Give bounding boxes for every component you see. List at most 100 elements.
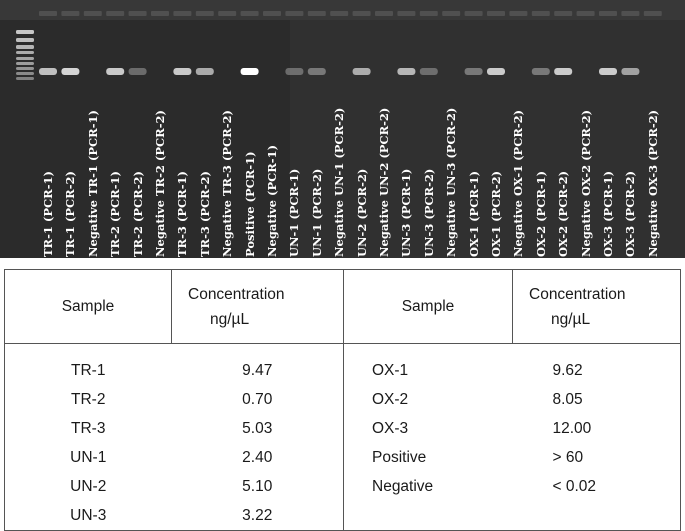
lane-label: OX-3 (PCR-2)	[623, 170, 638, 257]
sample-cell: Negative	[372, 477, 434, 495]
lane-label: UN-3 (PCR-2)	[421, 168, 436, 257]
gel-well	[352, 11, 371, 16]
gel-well	[509, 11, 528, 16]
gel-well	[39, 11, 57, 16]
concentration-cell: 2.40	[171, 443, 344, 472]
table-row: UN-2 5.10 Negative < 0.02	[5, 472, 681, 501]
gel-well	[83, 11, 102, 16]
gel-well	[330, 11, 349, 16]
gel-wells	[39, 11, 662, 16]
lane-label: UN-1 (PCR-2)	[309, 168, 324, 257]
concentration-cell: 3.22	[171, 501, 344, 531]
sample-cell	[344, 501, 513, 531]
gel-wells-strip	[0, 0, 685, 20]
gel-band	[531, 68, 550, 75]
lane-label: Negative OX-2 (PCR-2)	[578, 109, 593, 257]
gel-well	[464, 11, 483, 16]
gel-well	[106, 11, 125, 16]
concentration-cell: 5.03	[171, 414, 344, 443]
gel-bands	[39, 68, 640, 75]
gel-band	[554, 68, 573, 75]
gel-well	[263, 11, 281, 16]
gel-well	[218, 11, 237, 16]
lane-label: TR-2 (PCR-2)	[130, 171, 145, 257]
gel-band	[464, 68, 483, 75]
lane-label: TR-3 (PCR-2)	[197, 171, 212, 257]
table-header-row: Sample Concentration ng/µL Sample Concent…	[4, 269, 681, 344]
gel-well	[375, 11, 393, 16]
gel-band	[173, 68, 192, 75]
dna-ladder	[16, 30, 34, 80]
ladder-band	[16, 62, 34, 65]
ladder-band	[16, 67, 34, 70]
sample-cell: OX-2	[372, 390, 409, 408]
concentration-table: Sample Concentration ng/µL Sample Concent…	[4, 269, 681, 531]
sample-cell: Positive	[372, 448, 427, 466]
gel-well	[643, 11, 662, 16]
gel-well	[151, 11, 169, 16]
lane-label: UN-2 (PCR-2)	[354, 168, 369, 257]
sample-cell: OX-1	[372, 361, 409, 379]
gel-well	[173, 11, 192, 16]
gel-panel-right	[290, 0, 685, 258]
gel-electrophoresis-image	[0, 0, 685, 258]
gel-band	[599, 68, 617, 75]
gel-well	[285, 11, 304, 16]
gel-band	[39, 68, 57, 75]
lane-label: Positive (PCR-1)	[242, 151, 257, 257]
gel-well	[531, 11, 550, 16]
lane-label: OX-3 (PCR-1)	[601, 170, 615, 257]
gel-well	[419, 11, 438, 16]
sample-cell: TR-1	[71, 361, 106, 379]
sample-cell: TR-2	[71, 390, 106, 408]
concentration-cell: 5.10	[171, 472, 344, 501]
gel-well	[599, 11, 617, 16]
gel-well	[442, 11, 461, 16]
gel-band	[285, 68, 304, 75]
lane-label: UN-3 (PCR-1)	[399, 168, 414, 257]
ladder-band	[16, 30, 34, 34]
gel-well	[554, 11, 573, 16]
gel-well	[307, 11, 326, 16]
concentration-cell: < 0.02	[552, 477, 597, 495]
ladder-band	[16, 38, 34, 42]
gel-band	[419, 68, 438, 75]
gel-well	[195, 11, 214, 16]
lane-label: OX-1 (PCR-1)	[466, 170, 481, 257]
lane-label: Negative (PCR-1)	[265, 144, 279, 257]
sample-cell: TR-3	[71, 419, 106, 437]
lane-label: Negative TR-2 (PCR-2)	[153, 110, 167, 257]
gel-well	[487, 11, 505, 16]
concentration-cell: 9.47	[171, 343, 344, 385]
table-row: UN-3 3.22	[5, 501, 681, 531]
header-concentration-right: Concentration ng/µL	[512, 269, 681, 344]
concentration-cell: > 60	[552, 448, 584, 466]
gel-band	[487, 68, 505, 75]
lane-label: OX-2 (PCR-2)	[556, 170, 571, 257]
gel-band	[106, 68, 125, 75]
concentration-cell: 9.62	[552, 361, 583, 379]
sample-cell: OX-3	[372, 419, 409, 437]
concentration-cell: 8.05	[552, 390, 583, 408]
lane-label: Negative UN-2 (PCR-2)	[377, 107, 391, 257]
header-sample-left: Sample	[4, 269, 172, 344]
gel-well	[128, 11, 147, 16]
lane-label: TR-2 (PCR-1)	[108, 171, 123, 257]
lane-label: Negative TR-1 (PCR-1)	[85, 110, 100, 257]
gel-band	[128, 68, 147, 75]
lane-label: Negative OX-3 (PCR-2)	[645, 109, 660, 257]
concentration-cell: 0.70	[171, 385, 344, 414]
concentration-cell	[513, 501, 681, 531]
lane-label: Negative UN-3 (PCR-2)	[444, 107, 459, 257]
gel-well	[61, 11, 80, 16]
header-concentration-left: Concentration ng/µL	[171, 269, 344, 344]
table-row: TR-3 5.03 OX-3 12.00	[5, 414, 681, 443]
header-sample-right: Sample	[343, 269, 513, 344]
gel-band	[240, 68, 259, 75]
gel-band	[307, 68, 326, 75]
lane-label: Negative UN-1 (PCR-2)	[332, 107, 347, 257]
sample-cell: UN-3	[70, 506, 107, 524]
gel-well	[621, 11, 640, 16]
ladder-band	[16, 77, 34, 80]
gel-band	[61, 68, 80, 75]
